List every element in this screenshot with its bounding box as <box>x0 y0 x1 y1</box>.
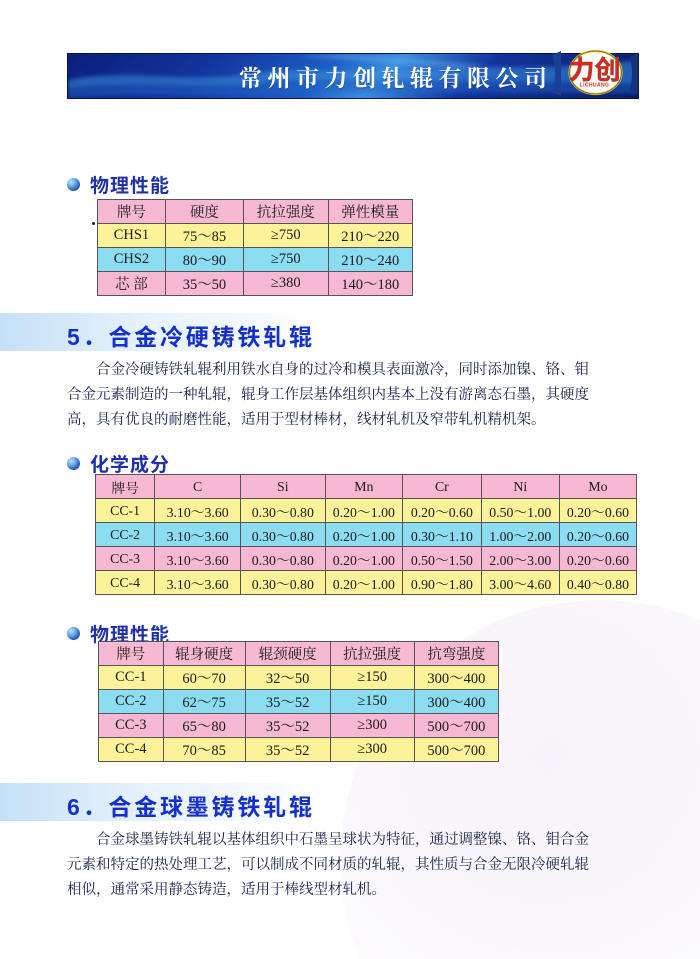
svg-text:LICHUANG: LICHUANG <box>580 83 610 89</box>
svg-text:力创: 力创 <box>568 56 620 85</box>
